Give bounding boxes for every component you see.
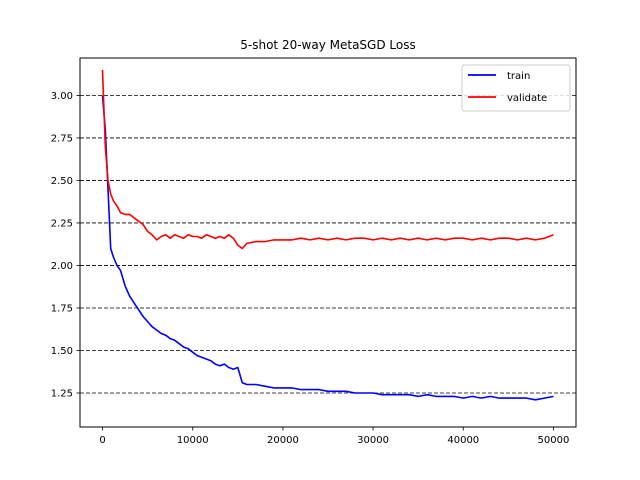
y-tick-label: 2.00 bbox=[51, 261, 73, 272]
series-line-train bbox=[101, 95, 554, 401]
y-tick-label: 2.25 bbox=[51, 218, 73, 229]
y-axis: 1.25 1.50 1.75 2.00 2.25 2.50 2.75 3.00 bbox=[51, 91, 80, 399]
series-layer bbox=[101, 69, 554, 401]
y-tick-label: 2.75 bbox=[51, 133, 73, 144]
y-tick-label: 1.25 bbox=[51, 388, 73, 399]
x-tick-label: 50000 bbox=[538, 435, 570, 446]
y-tick-label: 2.50 bbox=[51, 176, 73, 187]
grid-layer bbox=[80, 95, 576, 394]
x-tick-label: 0 bbox=[99, 435, 105, 446]
x-tick-label: 20000 bbox=[267, 435, 299, 446]
y-tick-label: 3.00 bbox=[51, 91, 73, 102]
y-tick-label: 1.75 bbox=[51, 303, 73, 314]
plot-frame bbox=[79, 57, 577, 428]
legend-label-train: train bbox=[507, 71, 530, 82]
y-tick-label: 1.50 bbox=[51, 346, 73, 357]
legend-label-validate: validate bbox=[507, 93, 547, 104]
chart-title: 5-shot 20-way MetaSGD Loss bbox=[240, 38, 415, 52]
x-tick-label: 40000 bbox=[447, 435, 479, 446]
x-tick-label: 30000 bbox=[357, 435, 389, 446]
legend: train validate bbox=[461, 64, 571, 112]
legend-box bbox=[461, 64, 571, 112]
x-axis: 0 10000 20000 30000 40000 50000 bbox=[99, 427, 569, 446]
series-line-validate bbox=[101, 69, 554, 250]
x-tick-label: 10000 bbox=[177, 435, 209, 446]
